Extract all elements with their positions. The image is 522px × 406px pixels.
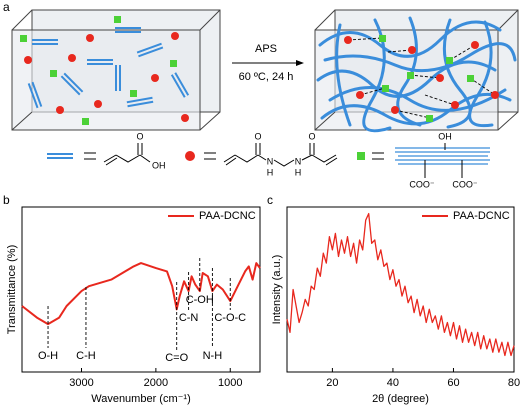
atom: N xyxy=(295,156,302,166)
x-tick-label: 2000 xyxy=(144,377,168,389)
plot-frame xyxy=(286,206,515,373)
legend-label: PAA-DCNC xyxy=(199,210,256,222)
panel-label: b xyxy=(3,193,10,207)
dcnc-symbol xyxy=(357,152,365,160)
x-tick-label: 60 xyxy=(447,377,459,389)
x-axis-label: Wavenumber (cm⁻¹) xyxy=(91,393,191,405)
atom: O xyxy=(254,131,261,141)
acrylic-acid xyxy=(103,143,151,166)
panel-label: a xyxy=(3,0,10,14)
atom: OH xyxy=(438,131,452,141)
annotation-label: C-O-C xyxy=(214,312,246,324)
equals xyxy=(372,152,384,160)
equals xyxy=(204,152,216,160)
panel-label: c xyxy=(267,193,273,207)
y-axis-label: Transmittance (%) xyxy=(6,245,18,334)
dcnc xyxy=(395,143,490,178)
annotation-label: C=O xyxy=(165,352,188,364)
x-tick-label: 80 xyxy=(508,377,520,389)
monomer-symbol xyxy=(46,153,74,159)
mba xyxy=(223,143,338,167)
hydrogel-box xyxy=(314,9,519,133)
atom: H xyxy=(267,167,274,177)
crosslinker-symbol xyxy=(185,151,195,161)
monomer-box xyxy=(11,9,221,131)
x-tick-label: 3000 xyxy=(69,377,93,389)
arrow-label: 60 ºC, 24 h xyxy=(239,71,294,83)
atom: COO⁻ xyxy=(452,179,478,189)
equals xyxy=(84,152,96,160)
y-axis-label: Intensity (a.u.) xyxy=(271,255,283,325)
annotation-label: C-H xyxy=(76,350,96,362)
atom: H xyxy=(295,167,302,177)
x-tick-label: 40 xyxy=(387,377,399,389)
data-line xyxy=(21,262,261,326)
data-line xyxy=(286,212,515,357)
arrow-head xyxy=(296,60,304,66)
annotation-label: C-N xyxy=(179,312,199,324)
annotation-label: O-H xyxy=(38,350,58,362)
arrow-label: APS xyxy=(255,43,277,55)
atom: N xyxy=(267,156,274,166)
atom: O xyxy=(136,131,143,141)
atom: COO⁻ xyxy=(409,179,435,189)
x-tick-label: 1000 xyxy=(218,377,242,389)
annotation-label: N-H xyxy=(203,350,223,362)
x-axis-label: 2θ (degree) xyxy=(372,393,429,405)
plot-frame xyxy=(21,206,261,373)
annotation-label: C-OH xyxy=(186,294,214,306)
legend-label: PAA-DCNC xyxy=(453,210,510,222)
x-tick-label: 20 xyxy=(326,377,338,389)
atom: OH xyxy=(152,160,166,170)
atom: O xyxy=(308,131,315,141)
